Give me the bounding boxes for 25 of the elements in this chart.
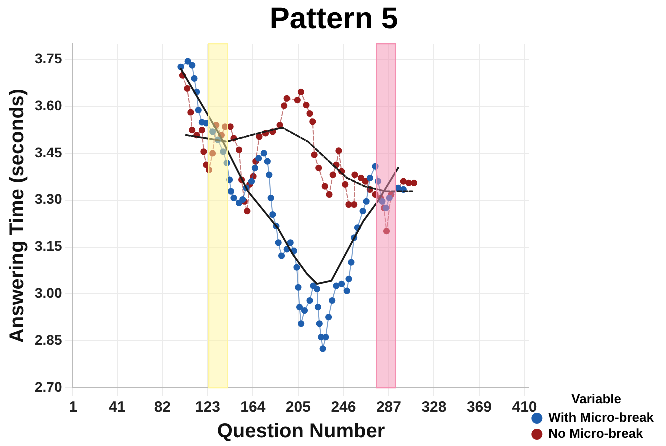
y-tick-label: 3.15 xyxy=(35,238,62,254)
x-tick-label: 369 xyxy=(466,399,492,416)
y-tick-label: 3.00 xyxy=(35,285,62,302)
legend-label: No Micro-break xyxy=(548,426,644,442)
x-tick-label: 123 xyxy=(195,399,220,416)
y-tick-label: 2.85 xyxy=(35,332,62,348)
x-tick-label: 246 xyxy=(331,399,356,416)
x-tick-label: 1 xyxy=(69,399,78,416)
x-tick-label: 41 xyxy=(109,399,126,416)
y-tick-label: 3.75 xyxy=(35,50,62,66)
y-tick-label: 2.70 xyxy=(35,378,62,395)
x-tick-label: 328 xyxy=(422,399,447,416)
y-tick-label: 3.45 xyxy=(35,144,62,160)
legend-label: With Micro-break xyxy=(548,410,655,426)
x-tick-label: 410 xyxy=(512,399,538,416)
x-tick-label: 82 xyxy=(154,399,172,416)
x-tick-label: 205 xyxy=(286,399,311,416)
y-axis-title: Answering Time (seconds) xyxy=(6,88,29,344)
chart-title: Pattern 5 xyxy=(270,2,398,36)
x-tick-label: 287 xyxy=(376,399,402,416)
legend-title: Variable xyxy=(572,391,622,406)
y-tick-label: 3.30 xyxy=(35,191,62,208)
x-tick-label: 164 xyxy=(240,399,266,416)
y-tick-label: 3.60 xyxy=(35,97,62,114)
x-axis-title: Question Number xyxy=(217,420,386,443)
